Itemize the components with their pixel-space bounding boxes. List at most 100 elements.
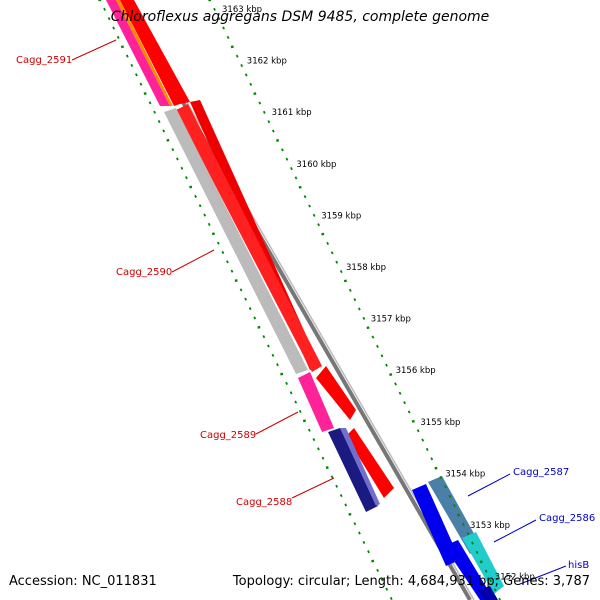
inner-tick	[367, 550, 370, 554]
leader-Cagg_2590	[171, 249, 215, 273]
gene-Cagg_2589[interactable]	[298, 372, 334, 432]
scale-tick-track	[208, 0, 501, 600]
scale-tick	[403, 401, 406, 405]
gene-label-Cagg_2587[interactable]: Cagg_2587	[513, 467, 569, 478]
inner-tick	[216, 241, 220, 245]
scale-tick	[371, 335, 375, 339]
inner-tick	[330, 475, 334, 479]
scale-tick	[290, 166, 293, 171]
scale-tick	[385, 363, 388, 367]
scale-label: 3159 kbp	[321, 211, 361, 221]
leader-Cagg_2589	[255, 411, 299, 435]
scale-tick	[262, 110, 266, 114]
inner-tick	[135, 73, 138, 77]
gene-label-Cagg_2586[interactable]: Cagg_2586	[539, 513, 595, 524]
scale-tick	[271, 129, 275, 133]
gene-Cagg_2588-red[interactable]	[346, 428, 394, 498]
gene-Cagg_2586-homolog[interactable]	[462, 532, 504, 594]
inner-tick	[385, 587, 389, 591]
inner-tick	[226, 260, 229, 264]
scale-tick	[466, 532, 470, 536]
scale-label: 3163 kbp	[222, 5, 262, 15]
inner-tick	[317, 447, 320, 451]
scale-tick	[303, 195, 307, 199]
inner-tick	[153, 110, 156, 114]
scale-tick	[353, 298, 357, 302]
scale-tick	[249, 82, 253, 86]
scale-tick	[348, 288, 352, 292]
leader-Cagg_2588	[291, 477, 335, 499]
gene-label-Cagg_2588[interactable]: Cagg_2588	[236, 497, 292, 508]
inner-tick	[239, 288, 243, 292]
scale-label: 3155 kbp	[420, 418, 460, 428]
scale-tick	[240, 63, 244, 68]
inner-tick	[271, 353, 275, 357]
inner-tick	[380, 578, 384, 582]
gene-Cagg_2589-red[interactable]	[316, 366, 356, 420]
inner-tick-track	[98, 0, 393, 600]
scale-tick	[244, 73, 248, 77]
inner-tick	[353, 522, 357, 526]
scale-tick	[308, 204, 311, 208]
scale-tick	[312, 213, 316, 217]
inner-tick	[157, 120, 161, 124]
scale-tick	[235, 54, 239, 58]
inner-tick	[289, 391, 293, 395]
accession-text: Accession: NC_011831	[9, 574, 157, 589]
inner-tick	[107, 17, 111, 21]
scale-tick	[430, 457, 434, 461]
scale-tick	[267, 120, 271, 124]
inner-tick	[267, 344, 270, 348]
scale-tick	[421, 438, 425, 442]
inner-tick	[175, 157, 179, 161]
inner-tick	[230, 269, 234, 273]
leader-Cagg_2591	[71, 39, 117, 61]
inner-tick	[253, 316, 257, 320]
scale-label: 3152 kbp	[495, 573, 535, 583]
inner-tick	[307, 428, 311, 432]
scale-tick	[213, 7, 216, 11]
gene-Cagg_2586[interactable]	[444, 540, 494, 600]
gene-label-Cagg_2590[interactable]: Cagg_2590	[116, 267, 172, 278]
gene-Cagg_2590-homolog[interactable]	[164, 108, 308, 374]
gene-Cagg_2591-secondary[interactable]	[106, 0, 170, 106]
inner-tick	[139, 82, 143, 86]
scale-tick	[439, 475, 443, 480]
leader-hisB	[519, 565, 567, 585]
inner-tick	[198, 204, 202, 208]
gene-hisB[interactable]	[478, 586, 498, 600]
scale-tick	[407, 410, 411, 414]
scale-tick	[416, 429, 420, 433]
scale-tick	[285, 157, 289, 161]
scale-tick	[357, 307, 361, 311]
scale-tick	[448, 494, 452, 498]
gene-label-Cagg_2589[interactable]: Cagg_2589	[200, 430, 256, 441]
genome-summary-text: Topology: circular; Length: 4,684,931 bp…	[232, 574, 590, 589]
scale-tick	[443, 485, 447, 489]
gene-label-Cagg_2591[interactable]: Cagg_2591	[16, 55, 72, 66]
inner-tick	[130, 63, 134, 68]
scale-tick	[394, 382, 397, 386]
inner-tick	[221, 250, 225, 255]
inner-tick	[276, 363, 279, 367]
scale-labels: 3163 kbp 3162 kbp 3161 kbp 3160 kbp 3159 kbp…	[222, 5, 535, 583]
scale-tick	[471, 541, 474, 545]
leader-Cagg_2586	[493, 519, 537, 543]
gene-label-hisB[interactable]: hisB	[568, 560, 589, 571]
gene-Cagg_2590[interactable]	[176, 104, 322, 372]
reverse-strand-genes	[106, 0, 394, 512]
inner-tick	[339, 494, 343, 498]
scale-tick	[326, 241, 330, 246]
gene-Cagg_2588[interactable]	[328, 428, 378, 512]
inner-tick	[376, 568, 379, 572]
inner-tick	[112, 26, 116, 30]
scale-label: 3157 kbp	[371, 315, 411, 325]
scale-tick	[339, 269, 343, 274]
gene-Cagg_2591[interactable]	[120, 0, 190, 106]
inner-tick	[389, 596, 393, 600]
scale-tick	[489, 578, 492, 583]
scale-label: 3158 kbp	[346, 263, 386, 273]
scale-tick	[330, 251, 334, 255]
scale-tick	[217, 17, 221, 21]
